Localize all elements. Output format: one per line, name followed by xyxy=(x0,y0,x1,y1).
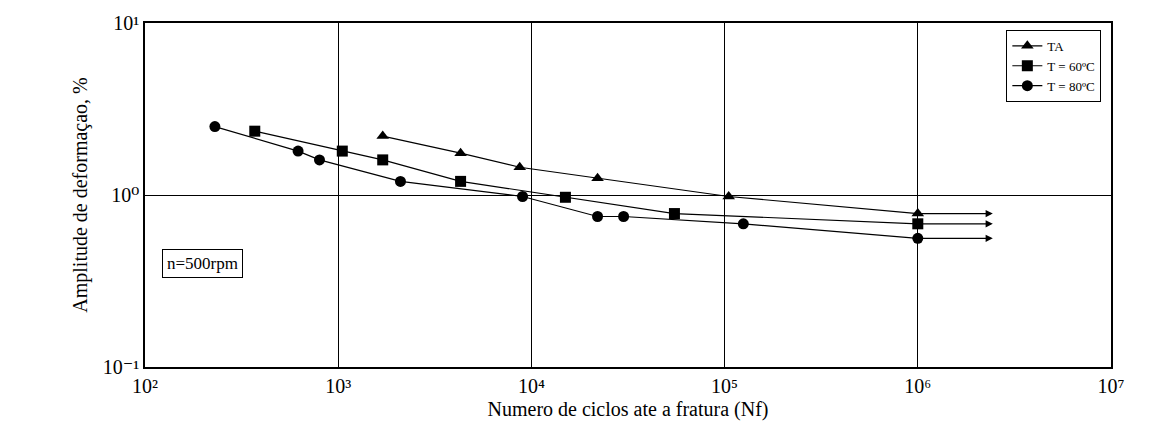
svg-text:10⁻¹: 10⁻¹ xyxy=(103,356,140,378)
svg-text:T = 60ºC: T = 60ºC xyxy=(1047,59,1094,74)
svg-text:10¹: 10¹ xyxy=(113,12,139,34)
svg-text:10⁵: 10⁵ xyxy=(711,375,738,397)
svg-text:10⁴: 10⁴ xyxy=(518,375,545,397)
svg-text:n=500rpm: n=500rpm xyxy=(167,254,238,273)
svg-text:10⁰: 10⁰ xyxy=(111,184,139,206)
svg-text:10²: 10² xyxy=(132,375,158,397)
svg-text:Numero de ciclos ate a fratura: Numero de ciclos ate a fratura (Nf) xyxy=(488,398,769,421)
svg-text:10³: 10³ xyxy=(325,375,351,397)
svg-text:10⁷: 10⁷ xyxy=(1098,375,1125,397)
svg-text:TA: TA xyxy=(1047,39,1064,54)
svg-text:10⁶: 10⁶ xyxy=(904,375,931,397)
svg-text:Amplitude de deformaçao, %: Amplitude de deformaçao, % xyxy=(69,77,92,312)
svg-text:T = 80ºC: T = 80ºC xyxy=(1047,79,1094,94)
